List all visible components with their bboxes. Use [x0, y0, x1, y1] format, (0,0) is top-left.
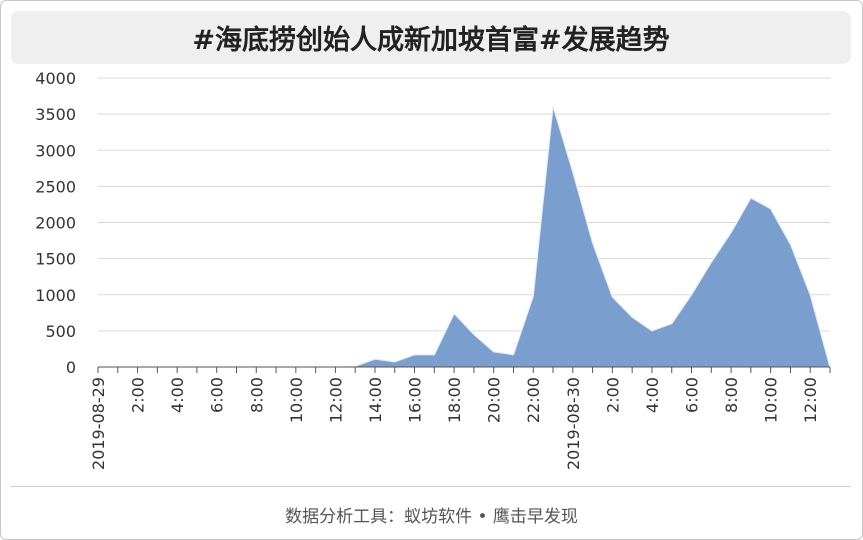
x-tick-label: 2019-08-29 — [89, 377, 108, 470]
trend-chart: 0 500 1000 1500 2000 2500 3000 3500 4000 2019-08… — [35, 69, 831, 470]
y-tick-label: 3000 — [35, 141, 76, 160]
x-tick-label: 6:00 — [683, 377, 702, 413]
y-tick-label: 2500 — [35, 177, 76, 196]
series-area — [98, 106, 830, 368]
x-tick-label: 20:00 — [485, 377, 504, 423]
x-tick-label: 8:00 — [247, 377, 266, 413]
y-tick-label: 2000 — [35, 214, 76, 233]
x-tick-label: 2:00 — [603, 377, 622, 413]
x-tick-label: 4:00 — [168, 377, 187, 413]
x-tick-label: 4:00 — [643, 377, 662, 413]
x-tick-label: 16:00 — [406, 377, 425, 423]
x-tick-label: 22:00 — [524, 377, 543, 423]
footer-credit: 数据分析工具：蚁坊软件 • 鹰击早发现 — [285, 507, 578, 527]
chart-title: #海底捞创始人成新加坡首富#发展趋势 — [192, 25, 670, 56]
y-tick-label: 500 — [45, 322, 76, 341]
footer-divider — [11, 486, 851, 487]
x-tick-label: 8:00 — [722, 377, 741, 413]
x-tick-label: 18:00 — [445, 377, 464, 423]
x-tick-label: 10:00 — [762, 377, 781, 423]
y-tick-label: 3500 — [35, 105, 76, 124]
x-tick-label: 14:00 — [366, 377, 385, 423]
title-bar: #海底捞创始人成新加坡首富#发展趋势 — [11, 11, 851, 64]
x-tick-label: 2:00 — [129, 377, 148, 413]
x-tick-label: 6:00 — [208, 377, 227, 413]
x-tick-label: 10:00 — [287, 377, 306, 423]
y-tick-label: 1500 — [35, 250, 76, 269]
x-tick-label: 2019-08-30 — [564, 377, 583, 470]
y-tick-label: 4000 — [35, 69, 76, 88]
x-tick-label: 12:00 — [801, 377, 820, 423]
y-tick-label: 0 — [66, 358, 76, 377]
x-tick-label: 12:00 — [326, 377, 345, 423]
y-tick-label: 1000 — [35, 286, 76, 305]
